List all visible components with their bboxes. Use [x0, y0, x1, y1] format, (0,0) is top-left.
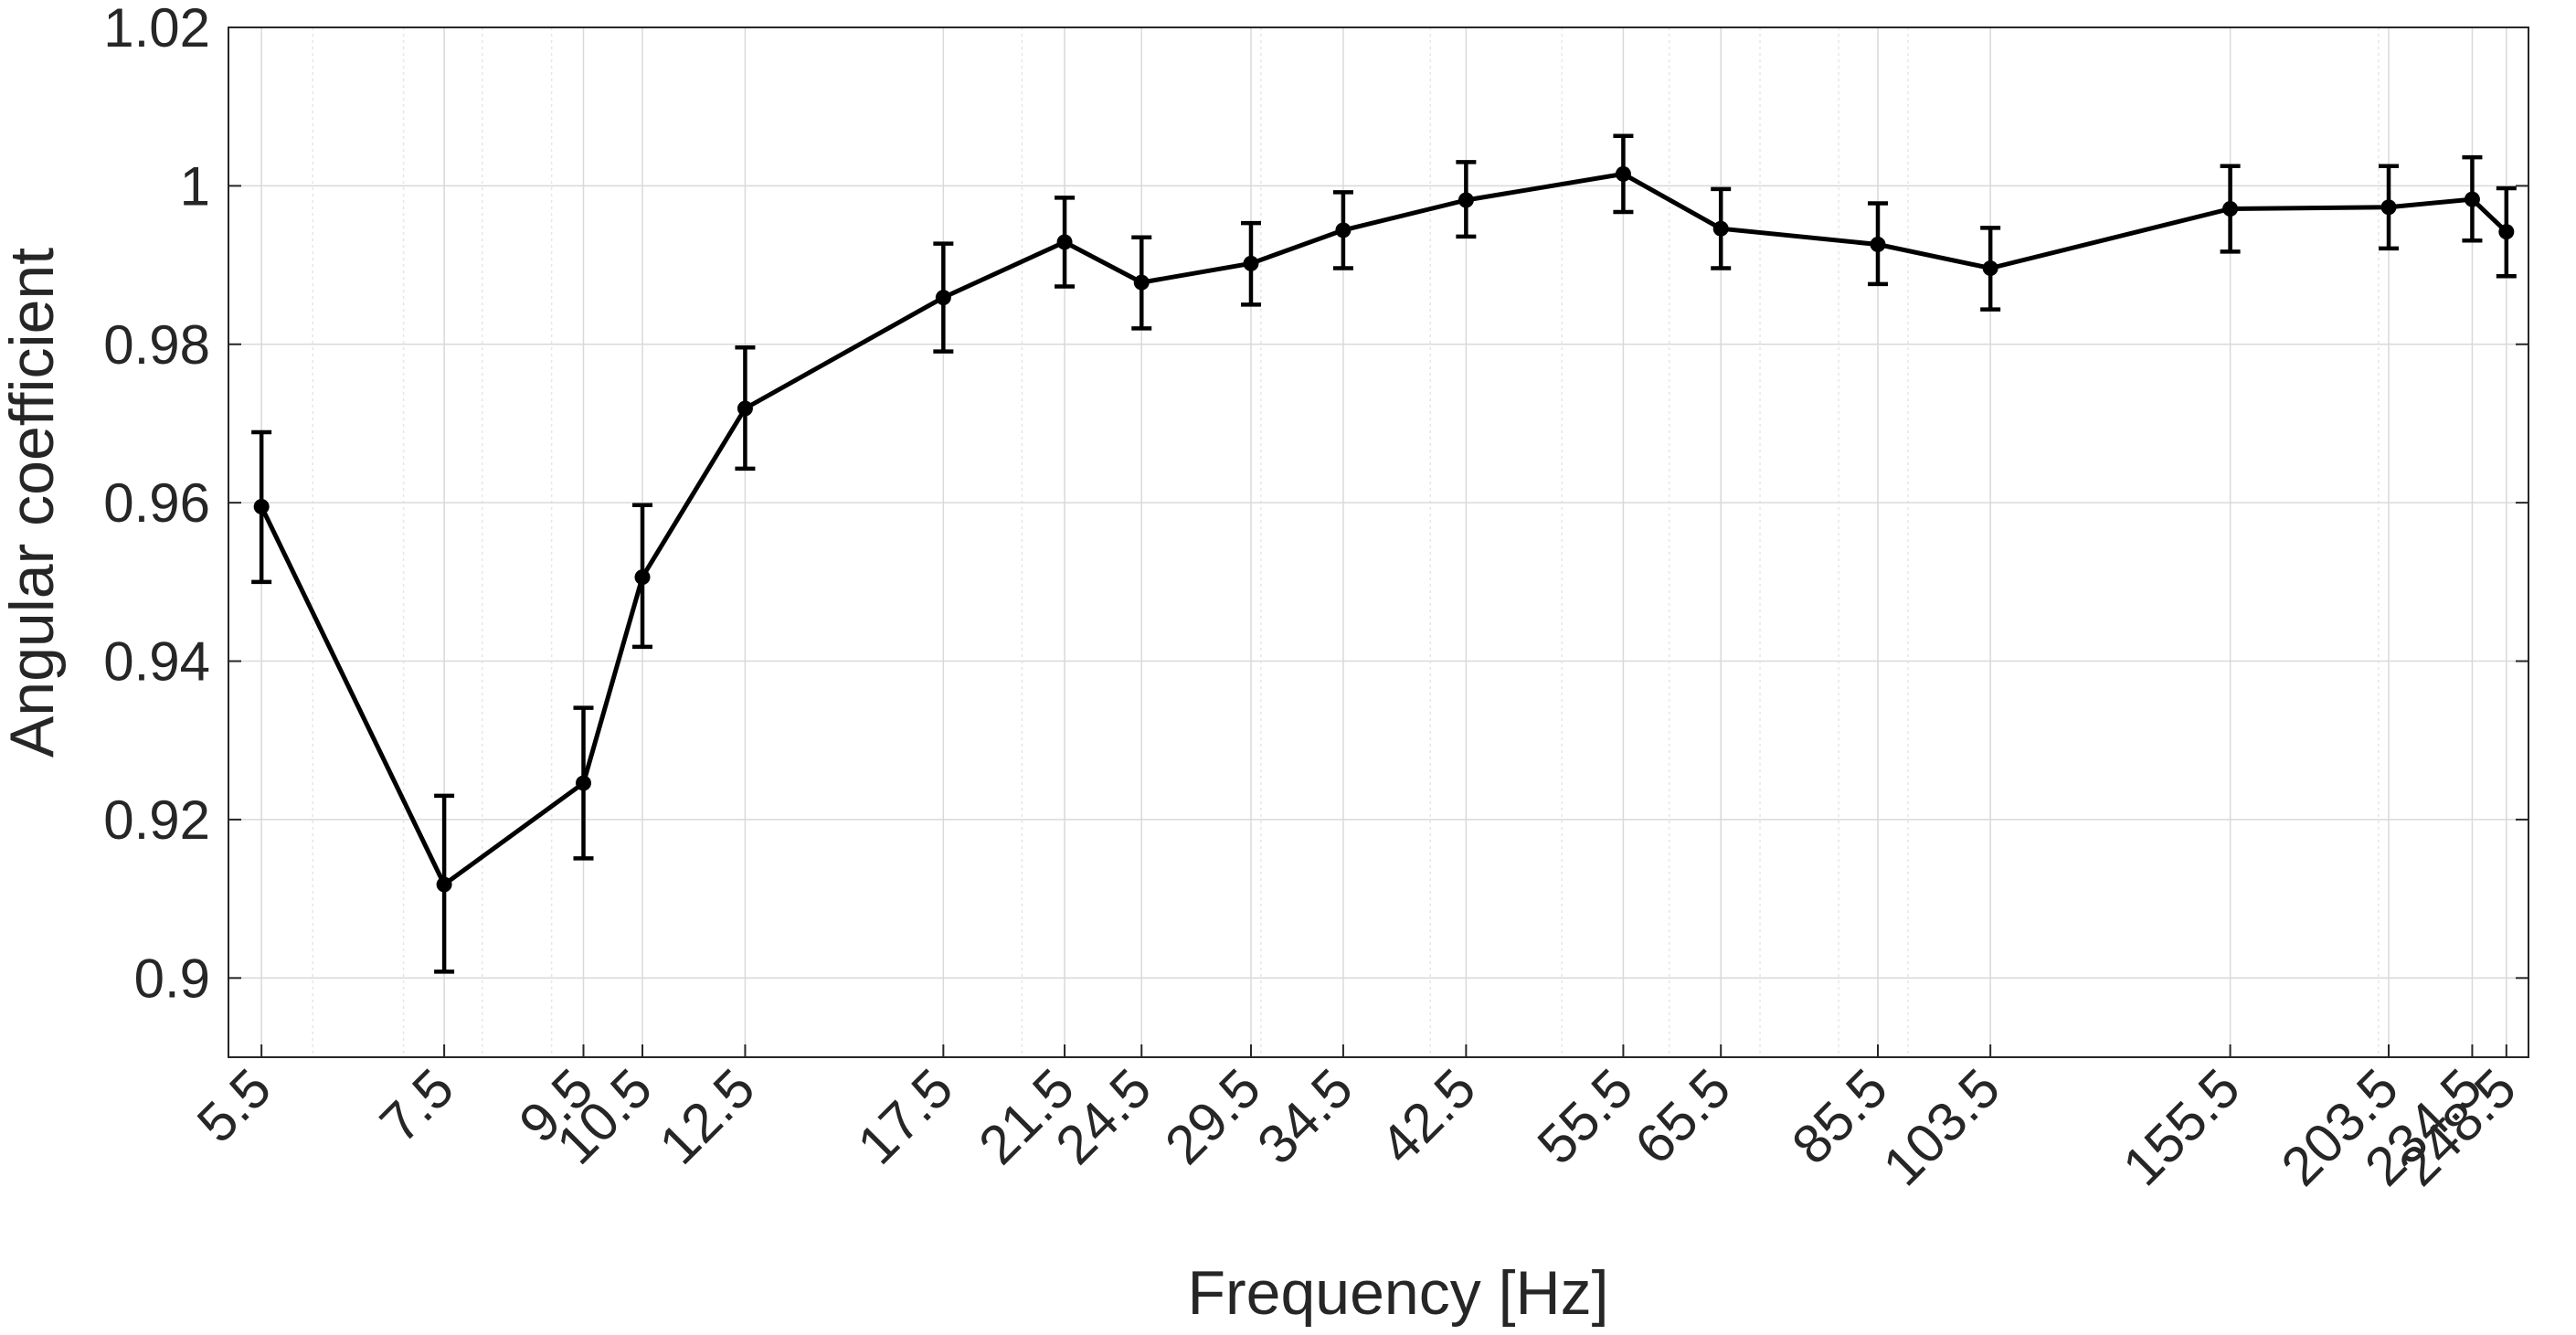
data-point [576, 775, 592, 791]
x-tick-label: 65.5 [1623, 1057, 1742, 1176]
x-tick-label: 103.5 [1871, 1057, 2012, 1198]
data-point [2498, 224, 2515, 240]
data-point [1870, 237, 1886, 253]
x-tick-label: 42.5 [1369, 1057, 1488, 1176]
y-tick-label: 0.94 [103, 631, 210, 693]
x-tick-label: 155.5 [2111, 1057, 2252, 1198]
data-point [1458, 192, 1474, 208]
data-point [253, 498, 270, 514]
data-point [935, 290, 951, 306]
y-axis-title: Angular coefficient [0, 248, 67, 758]
data-point [1133, 274, 1150, 291]
data-point [1615, 165, 1631, 182]
data-point [1243, 255, 1259, 271]
data-point [634, 569, 651, 586]
x-tick-label: 17.5 [846, 1057, 965, 1176]
data-point [1335, 222, 1352, 238]
y-tick-label: 0.9 [134, 948, 210, 1009]
grid-layer [228, 26, 2528, 1057]
x-tick-label: 7.5 [368, 1057, 465, 1154]
axes-layer [228, 26, 2529, 1058]
x-tick-label: 55.5 [1526, 1057, 1645, 1176]
y-tick-label: 0.98 [103, 314, 210, 376]
data-point [2380, 199, 2397, 216]
y-tick-label: 1 [180, 155, 210, 217]
y-tick-label: 1.02 [103, 0, 210, 58]
data-point [1056, 234, 1073, 250]
data-point [737, 400, 753, 417]
x-tick-label: 34.5 [1246, 1057, 1364, 1176]
data-point [1982, 260, 1998, 277]
x-tick-label: 12.5 [648, 1057, 767, 1176]
series-line [259, 171, 2508, 887]
data-point [1712, 220, 1729, 237]
plot-frame [228, 26, 2529, 1058]
x-tick-label: 24.5 [1044, 1057, 1162, 1176]
x-axis-title: Frequency [Hz] [1187, 1258, 1608, 1328]
x-tick-label: 5.5 [186, 1057, 282, 1154]
y-tick-label: 0.92 [103, 789, 210, 851]
data-point [2222, 201, 2239, 217]
data-point [436, 876, 452, 893]
data-point [2464, 191, 2480, 207]
data-layer [251, 133, 2517, 974]
y-tick-label: 0.96 [103, 472, 210, 534]
x-tick-label: 29.5 [1153, 1057, 1272, 1176]
